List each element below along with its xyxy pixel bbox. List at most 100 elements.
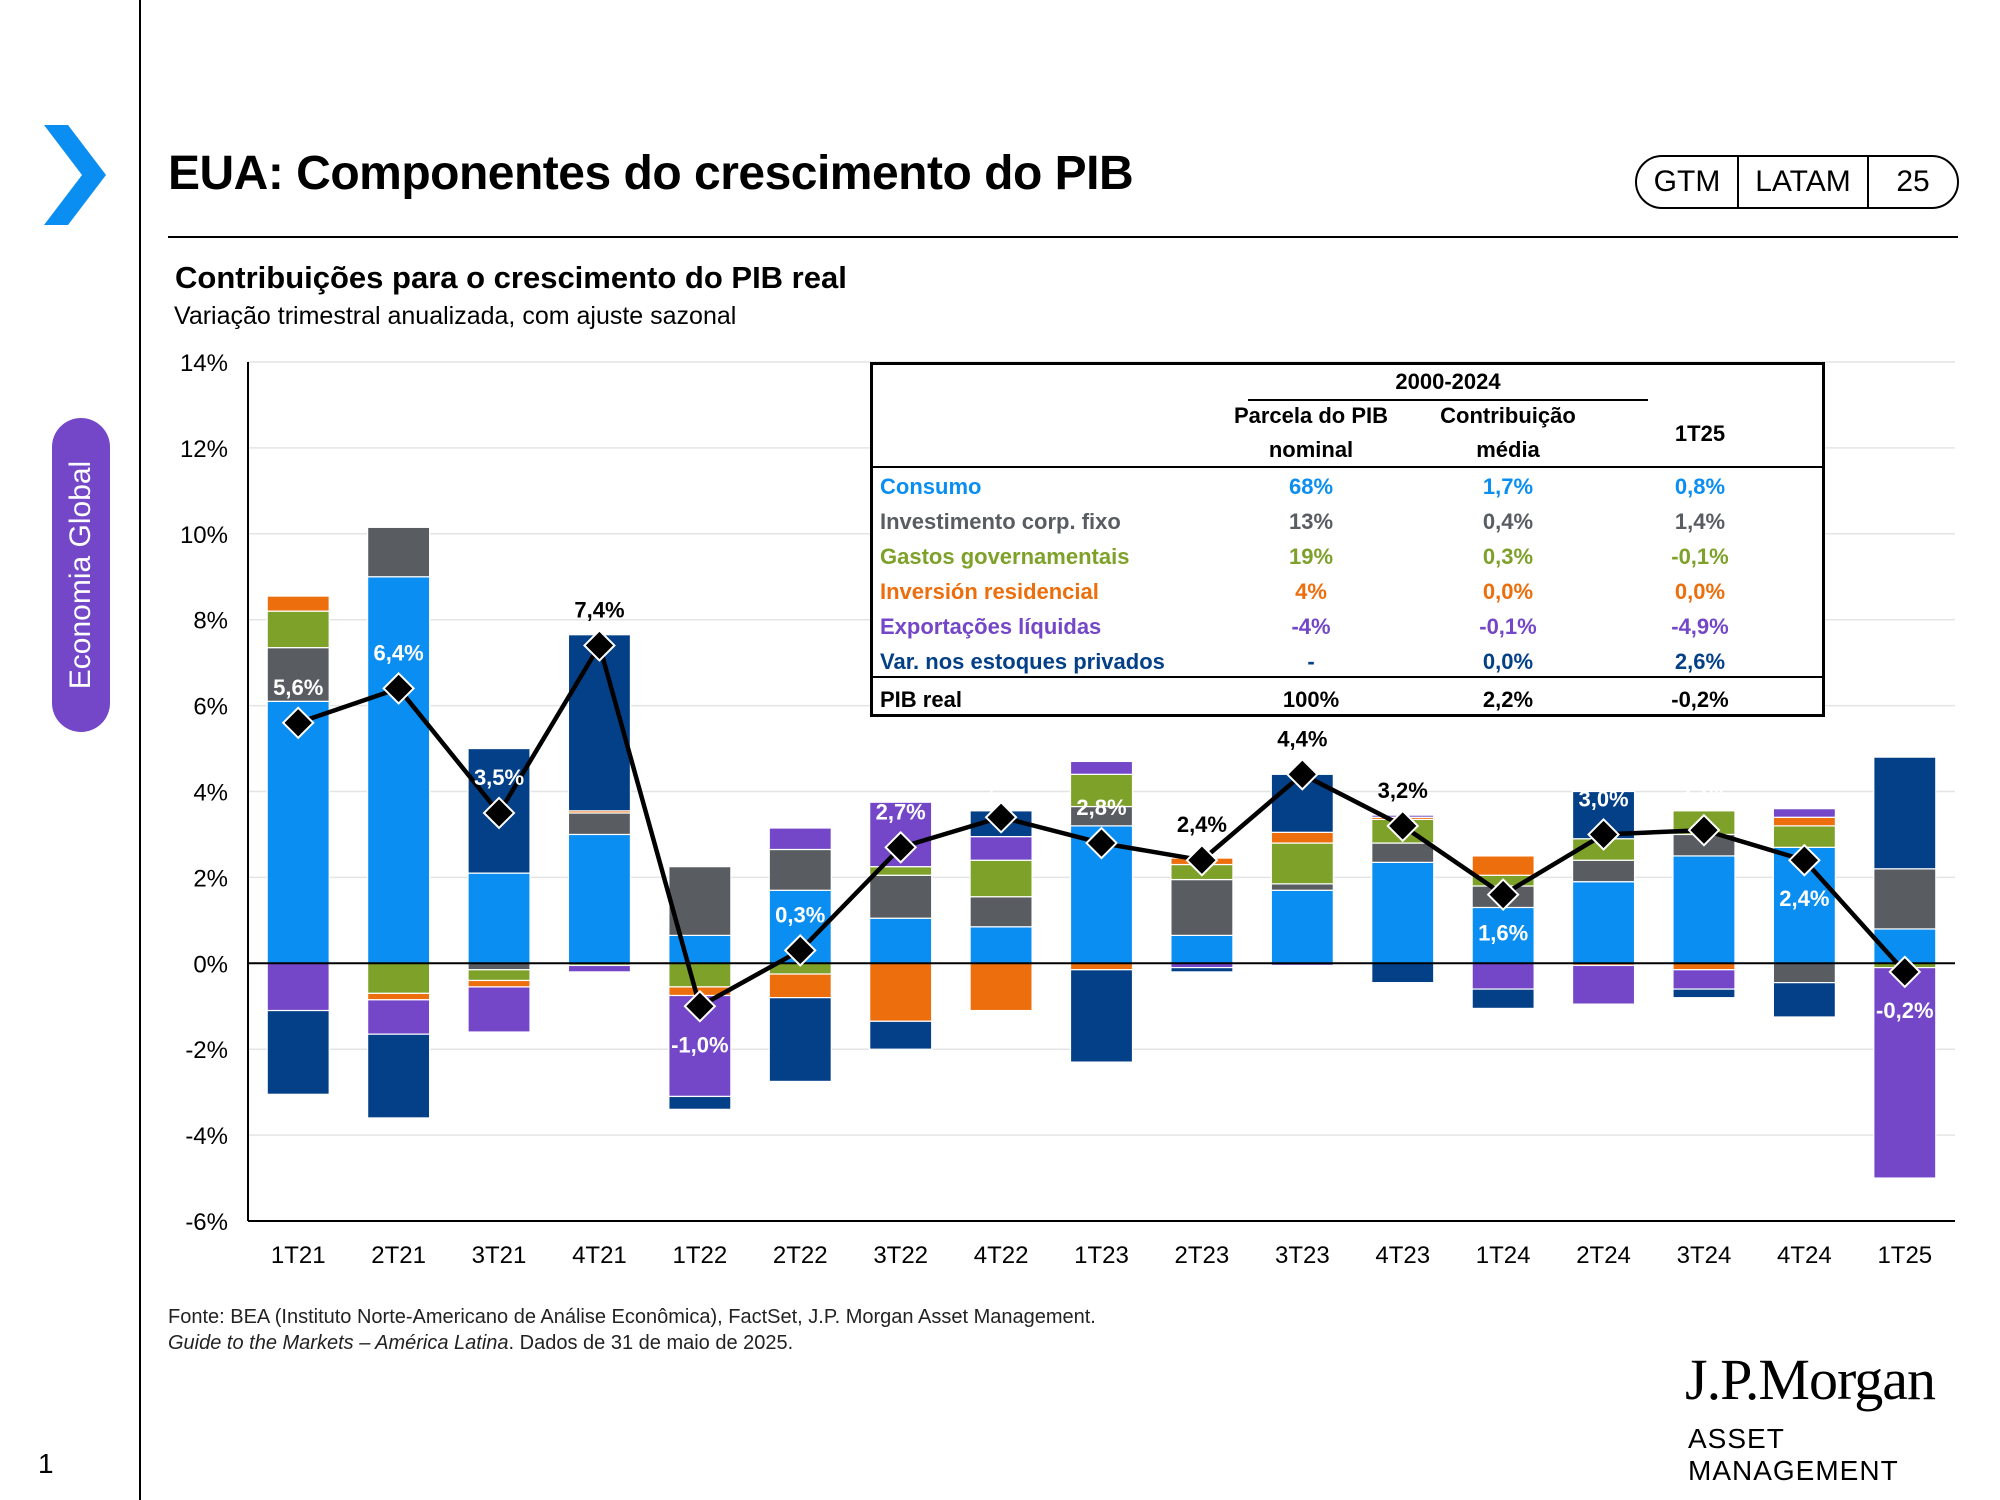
gdp-data-label: 3,5% <box>474 765 524 790</box>
row-1t25: -0,1% <box>1671 544 1729 569</box>
row-share: 68% <box>1288 474 1334 499</box>
table-row: Exportações líquidas -4% -0,1% -4,9% <box>873 609 1822 644</box>
y-tick-label: 0% <box>193 951 228 978</box>
bar-segment-investimento <box>567 812 632 836</box>
gdp-marker <box>1787 843 1821 877</box>
table-col3: 1T25 <box>1674 421 1726 446</box>
gdp-data-label: -1,0% <box>671 1032 728 1057</box>
gdp-marker <box>1486 878 1520 911</box>
gdp-marker <box>1185 843 1219 877</box>
gdp-data-label: 3,2% <box>1378 778 1428 803</box>
row-avg: 1,7% <box>1482 474 1534 499</box>
bar-segment-residencial <box>1270 831 1334 844</box>
bar-segment-estoques <box>1170 966 1234 973</box>
bar-segment-consumo <box>1471 906 1535 964</box>
bar-segment-estoques <box>367 1033 431 1119</box>
chart-subtitle: Variação trimestral anualizada, com ajus… <box>174 302 737 330</box>
gdp-marker <box>1888 955 1922 989</box>
asset-management-label: ASSET MANAGEMENT <box>1688 1423 1899 1486</box>
y-tick-label: 6% <box>193 694 228 721</box>
table-row: Investimento corp. fixo 13% 0,4% 1,4% <box>873 504 1822 539</box>
chart-title: Contribuições para o crescimento do PIB … <box>175 260 847 295</box>
bar-segment-exportacoes <box>1672 969 1736 990</box>
bar-segment-exportacoes <box>1571 964 1636 1005</box>
bar-segment-estoques <box>1672 988 1736 999</box>
row-label: Exportações líquidas <box>880 614 1102 639</box>
table-total-rule <box>873 676 1822 678</box>
bar-segment-residencial <box>467 979 531 988</box>
y-tick-label: 14% <box>180 350 228 377</box>
bar-segment-governo <box>367 962 431 994</box>
row-label: Consumo <box>880 474 982 499</box>
x-tick-label: 1T21 <box>271 1242 326 1269</box>
gdp-data-label: -0,2% <box>1876 998 1933 1023</box>
bar-segment-consumo <box>1672 855 1736 964</box>
gdp-data-label: 5,6% <box>273 675 323 700</box>
bar-segment-investimento <box>367 526 431 578</box>
bar-segment-consumo <box>467 872 531 964</box>
table-period-rule <box>1248 399 1648 401</box>
table-row: Var. nos estoques privados - 0,0% 2,6% <box>873 644 1822 679</box>
gdp-marker <box>1085 826 1118 860</box>
x-tick-label: 3T23 <box>1275 1242 1330 1269</box>
table-period-header: 2000-2024 <box>1395 369 1501 394</box>
gdp-data-label: 3,1% <box>1679 782 1729 807</box>
gdp-marker <box>884 830 918 864</box>
bar-segment-exportacoes <box>768 827 832 851</box>
bar-segment-governo <box>266 610 330 649</box>
title-rule <box>168 236 1958 238</box>
x-tick-label: 3T24 <box>1677 1242 1732 1269</box>
y-tick-label: -6% <box>185 1209 228 1236</box>
bar-segment-consumo <box>367 576 431 964</box>
x-tick-label: 1T24 <box>1476 1242 1531 1269</box>
gdp-data-label: 2,8% <box>1076 795 1126 820</box>
bar-segment-estoques <box>1069 969 1134 1063</box>
row-share: 19% <box>1288 544 1334 569</box>
bar-segment-residencial <box>768 973 832 999</box>
x-tick-label: 4T24 <box>1777 1242 1832 1269</box>
gdp-marker <box>281 706 315 740</box>
source-guide-title: Guide to the Markets – América Latina <box>168 1332 509 1354</box>
bar-segment-exportacoes <box>969 835 1033 861</box>
badge-latam: LATAM <box>1739 157 1869 207</box>
bar-segment-exportacoes <box>1069 760 1134 775</box>
source-note: Fonte: BEA (Instituto Norte-Americano de… <box>168 1306 1096 1328</box>
chevron-right-icon <box>44 125 106 225</box>
page-number: 1 <box>38 1448 54 1479</box>
bar-segment-investimento <box>1270 883 1334 891</box>
row-share: -4% <box>1291 614 1331 639</box>
bar-segment-exportacoes <box>1873 966 1937 1179</box>
y-tick-label: 10% <box>180 522 228 549</box>
bar-segment-estoques <box>668 1095 732 1110</box>
x-tick-label: 2T21 <box>371 1242 426 1269</box>
gdp-data-label: 2,4% <box>1177 812 1227 837</box>
gdp-data-label: 3,0% <box>1578 786 1628 811</box>
bar-segment-estoques <box>1772 982 1836 1018</box>
gdp-marker <box>683 989 717 1023</box>
x-tick-label: 1T25 <box>1877 1242 1932 1269</box>
bar-segment-investimento <box>1571 859 1636 883</box>
y-tick-label: 4% <box>193 780 228 807</box>
bar-segment-estoques <box>768 997 832 1083</box>
bar-segment-residencial <box>969 962 1033 1012</box>
bar-segment-governo <box>1270 842 1334 885</box>
table-row: PIB real 100% 2,2% -0,2% <box>873 682 1822 717</box>
bar-segment-consumo <box>1371 861 1435 964</box>
x-tick-label: 4T21 <box>572 1242 627 1269</box>
table-col1-line2: nominal <box>1268 437 1354 462</box>
gdp-marker <box>382 672 416 705</box>
x-tick-label: 1T22 <box>673 1242 728 1269</box>
y-tick-label: -4% <box>185 1123 228 1150</box>
bar-segment-consumo <box>969 926 1033 964</box>
gdp-data-label: 6,4% <box>374 640 424 665</box>
row-avg: 2,2% <box>1482 687 1534 712</box>
bar-segment-estoques <box>869 1020 933 1050</box>
row-avg: 0,3% <box>1482 544 1534 569</box>
x-tick-label: 3T21 <box>472 1242 527 1269</box>
bar-segment-residencial <box>1471 855 1535 876</box>
badge-page: 25 <box>1896 165 1930 198</box>
bar-segment-investimento <box>1772 962 1836 984</box>
x-tick-label: 2T24 <box>1576 1242 1631 1269</box>
bar-segment-investimento <box>768 848 832 891</box>
